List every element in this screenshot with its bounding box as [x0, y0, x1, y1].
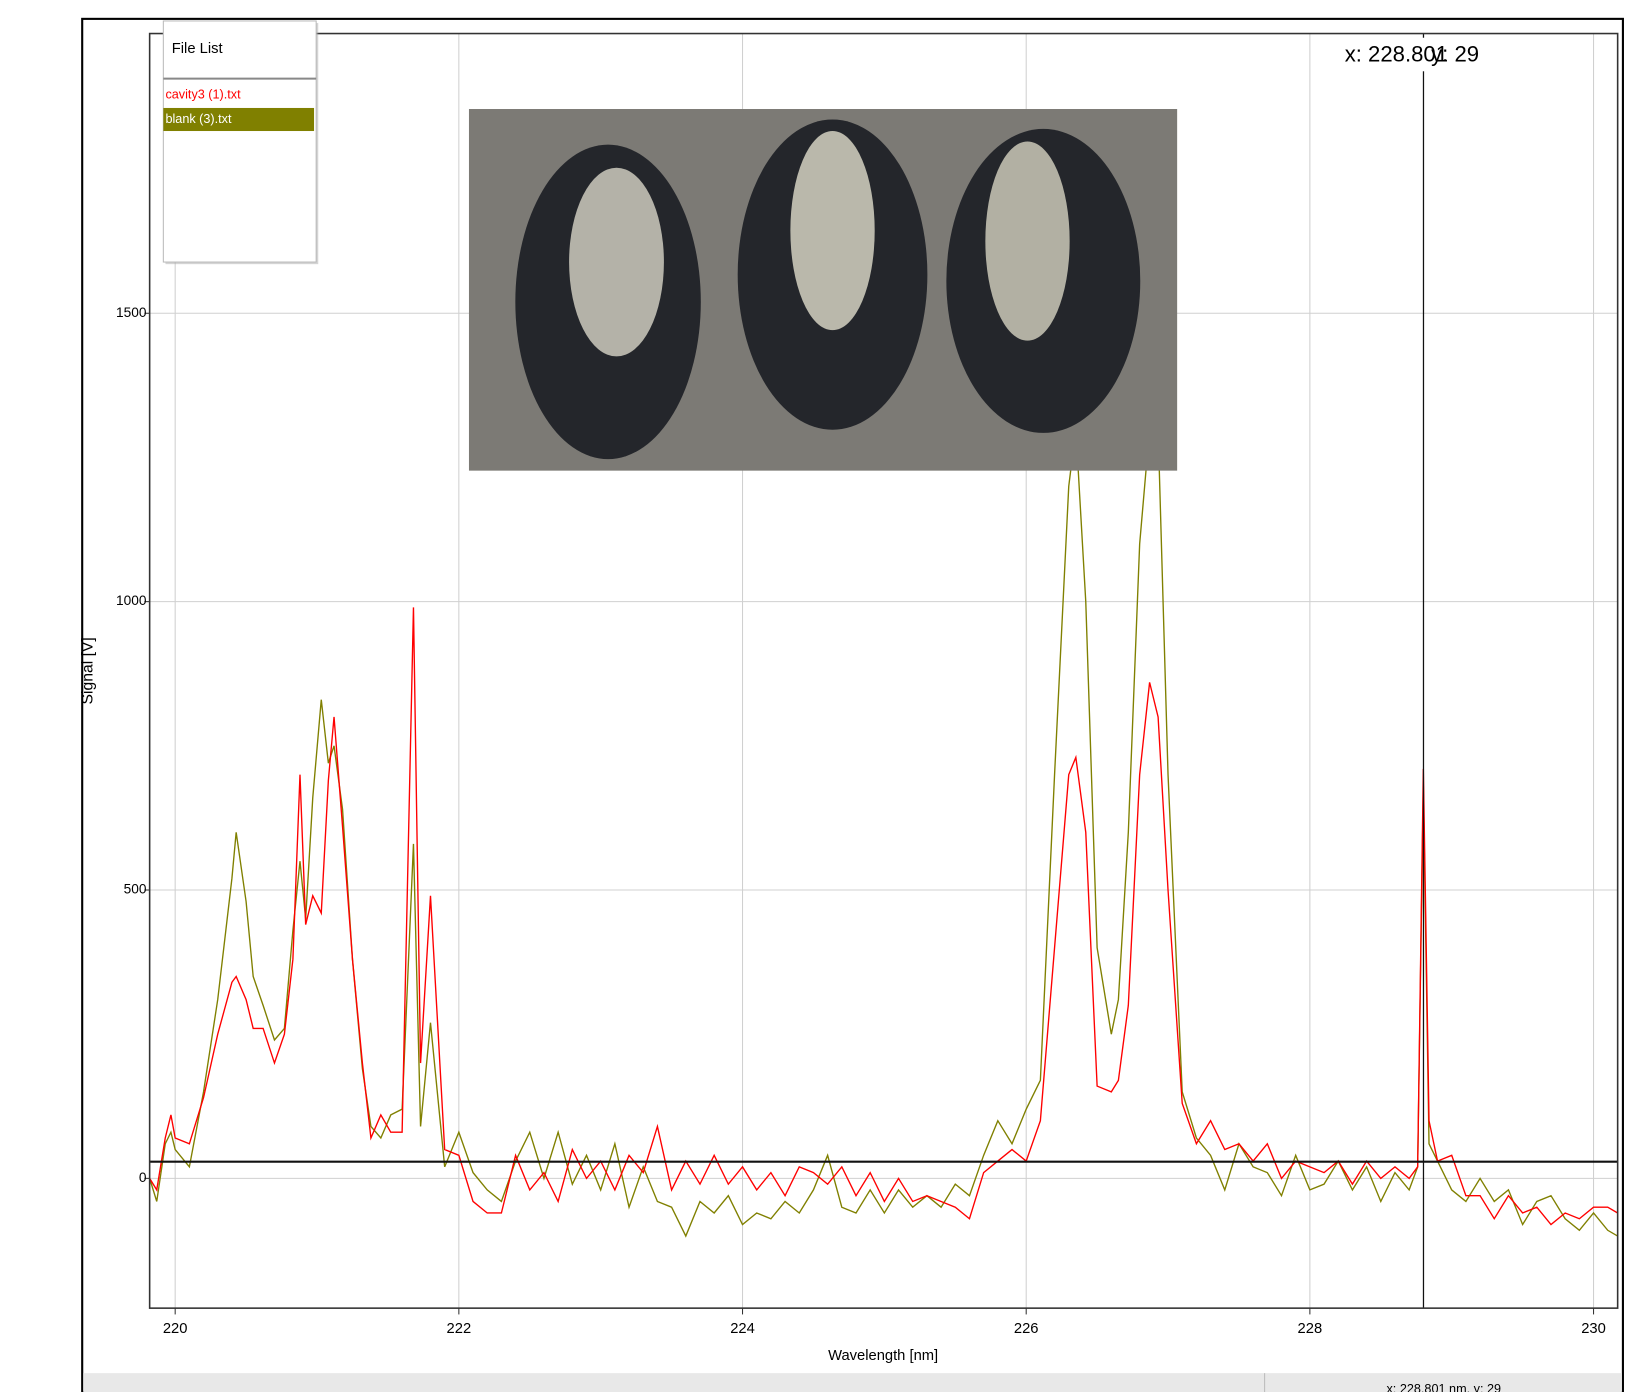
x-tick-label: 224 [730, 1321, 755, 1337]
x-tick-label: 220 [163, 1321, 188, 1337]
readout-y: y: 29 [1431, 41, 1479, 66]
y-tick-label: 1500 [116, 305, 147, 320]
x-tick-label: 222 [447, 1321, 472, 1337]
x-tick-label: 226 [1014, 1321, 1039, 1337]
photo-inset [468, 109, 1178, 471]
readout-x: x: 228.801 [1345, 41, 1448, 66]
status-bar [83, 1373, 1622, 1392]
x-tick-label: 228 [1298, 1321, 1323, 1337]
x-axis-label: Wavelength [nm] [828, 1348, 938, 1364]
panel [162, 20, 317, 263]
x-tick-label: 230 [1581, 1321, 1606, 1337]
file-list-panel: File List cavity3 (1).txt blank (3).txt [162, 20, 319, 265]
y-tick-label: 500 [124, 882, 147, 897]
plot-border [148, 32, 1619, 1309]
status-text: x: 228.801 nm, y: 29 [1386, 1382, 1501, 1392]
photo-highlight [790, 131, 875, 331]
y-axis-label: Signal [V] [80, 637, 97, 704]
photo-highlight [985, 141, 1070, 341]
plot-lines [149, 33, 1618, 1309]
legend-entry[interactable]: cavity3 (1).txt [165, 88, 241, 102]
cursor-readout: x: 228.801 y: 29 [1312, 37, 1492, 72]
panel-title: File List [172, 41, 223, 57]
y-tick-label: 0 [139, 1170, 147, 1185]
readout-box [1312, 37, 1492, 72]
legend-selected [163, 107, 315, 132]
photo-highlight [569, 167, 664, 357]
file-list: cavity3 (1).txt blank (3).txt [163, 88, 315, 132]
y-tick-label: 1000 [116, 593, 147, 608]
series-line [149, 427, 1618, 1238]
legend-entry[interactable]: blank (3).txt [165, 112, 232, 126]
